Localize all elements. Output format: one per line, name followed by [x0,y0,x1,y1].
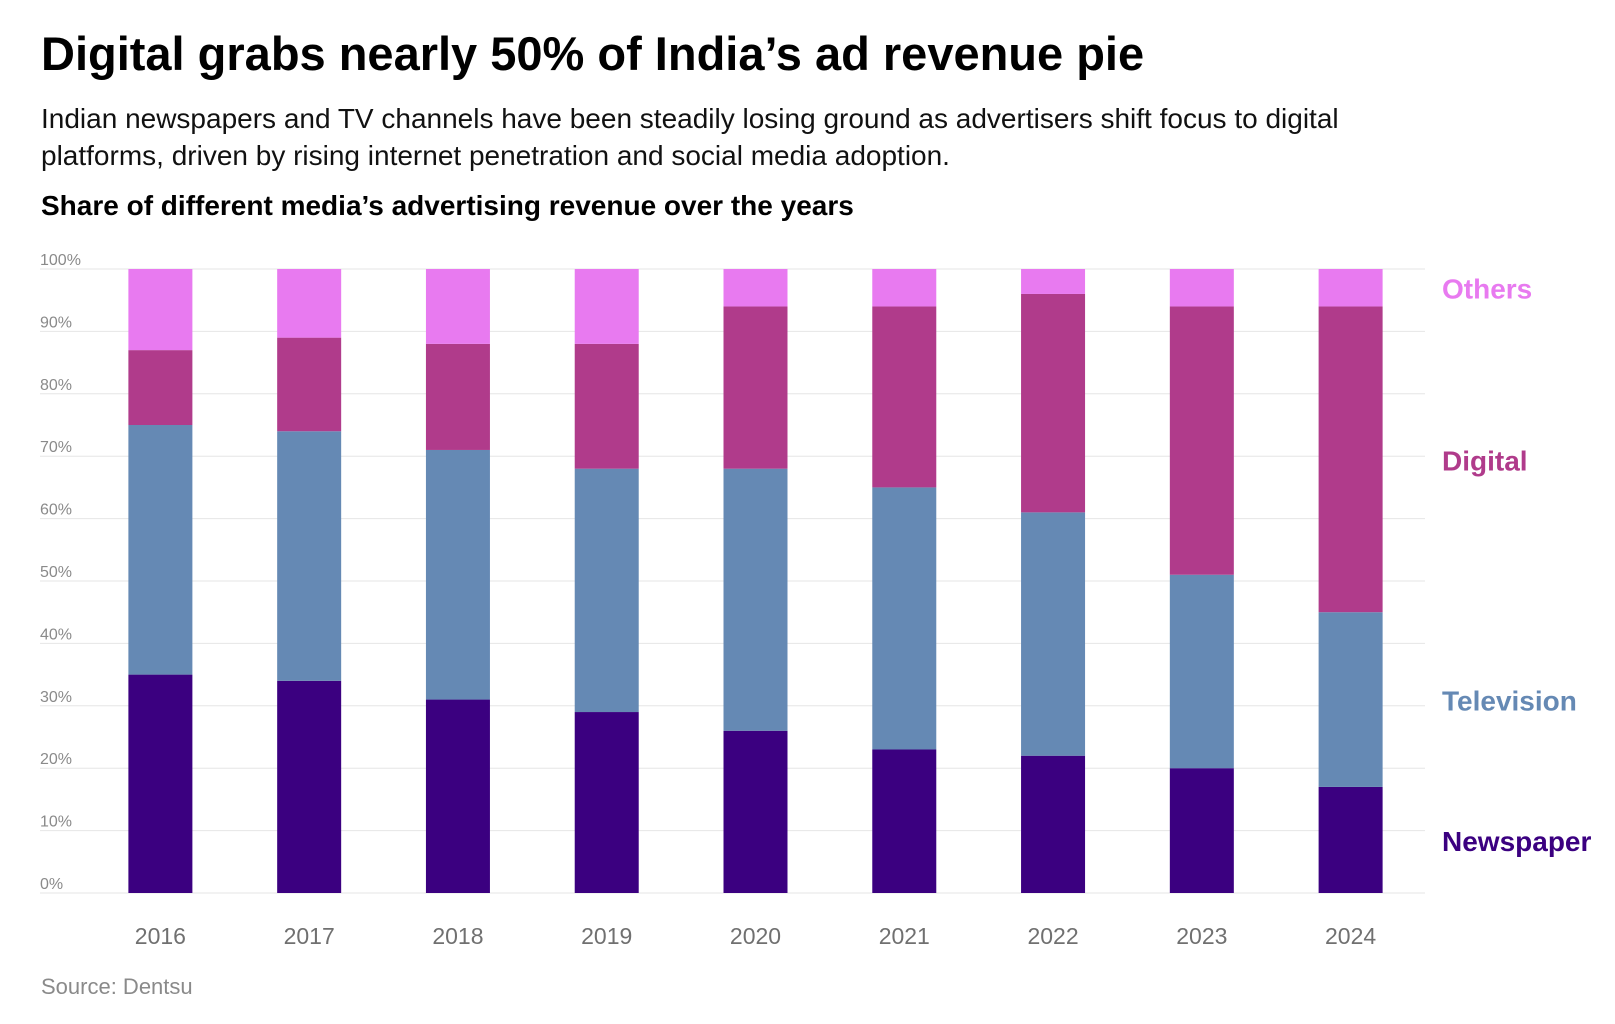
y-tick-label: 30% [40,689,72,706]
bar-segment-newspaper [128,674,193,893]
bar-segment-television [1021,512,1086,756]
bar-segment-digital [1021,293,1086,513]
x-tick-label: 2018 [432,923,483,949]
y-tick-label: 60% [40,502,72,519]
bar-segment-digital [872,306,937,488]
source-note: Source: Dentsu [41,974,193,999]
bar-segment-newspaper [574,712,639,893]
bar-segment-television [128,425,193,675]
legend-label-others: Others [1442,274,1532,305]
bar-segment-television [425,449,490,700]
bar-segment-others [574,269,639,344]
y-tick-label: 10% [40,814,72,831]
bar-segment-newspaper [723,730,788,893]
bar-segment-others [425,269,490,344]
chart-title: Share of different media’s advertising r… [41,190,854,221]
bar-segment-digital [277,337,342,432]
bar-segment-newspaper [277,680,342,893]
x-tick-label: 2023 [1176,923,1227,949]
legend: Newspaper Television Digital Others [1442,274,1591,857]
bar-segment-digital [574,343,639,469]
stacked-bar-chart: 0%10%20%30%40%50%60%70%80%90%100% 2016 20… [40,252,1591,949]
y-tick-label: 50% [40,564,72,581]
bar-segment-newspaper [425,699,490,893]
x-tick-label: 2022 [1027,923,1078,949]
legend-label-television: Television [1442,686,1577,717]
bar-segment-others [1318,269,1383,307]
x-tick-label: 2016 [135,923,186,949]
y-axis-ticks: 0% 10% 20% 30% 40% 50% 60% 70% 80% 90% 100% [40,252,81,893]
bar-segment-digital [128,350,193,425]
bar-segment-television [723,468,788,731]
y-tick-label: 0% [40,876,63,893]
bar-segment-newspaper [1318,786,1383,893]
x-tick-label: 2024 [1325,923,1376,949]
y-tick-label: 70% [40,439,72,456]
bar-segment-others [723,269,788,307]
y-tick-label: 40% [40,626,72,643]
bar-segment-others [1021,269,1086,294]
page-title: Digital grabs nearly 50% of India’s ad r… [41,27,1145,80]
bar-segment-television [1169,574,1234,769]
bar-segment-others [128,269,193,351]
bar-segment-television [1318,612,1383,787]
bar-segment-others [1169,269,1234,307]
bar-segment-others [872,269,937,307]
legend-label-digital: Digital [1442,445,1528,476]
bar-segment-others [277,269,342,338]
bar-segment-newspaper [1169,768,1234,893]
y-tick-label: 80% [40,377,72,394]
bar-segment-digital [1318,306,1383,613]
y-tick-label: 100% [40,252,81,269]
bar-segment-television [277,431,342,681]
bar-segment-digital [723,306,788,469]
bar-segment-television [574,468,639,713]
bars [128,269,1383,893]
x-tick-label: 2021 [879,923,930,949]
y-tick-label: 20% [40,751,72,768]
bar-segment-newspaper [872,749,937,893]
x-tick-label: 2020 [730,923,781,949]
y-tick-label: 90% [40,314,72,331]
x-axis-ticks: 2016 2017 2018 2019 2020 2021 2022 2023 2024 [135,923,1377,949]
page-subtitle: Indian newspapers and TV channels have b… [41,103,1339,171]
bar-segment-television [872,487,937,750]
x-tick-label: 2017 [284,923,335,949]
bar-segment-digital [1169,306,1234,575]
x-tick-label: 2019 [581,923,632,949]
legend-label-newspaper: Newspaper [1442,826,1591,857]
bar-segment-digital [425,343,490,450]
bar-segment-newspaper [1021,755,1086,893]
